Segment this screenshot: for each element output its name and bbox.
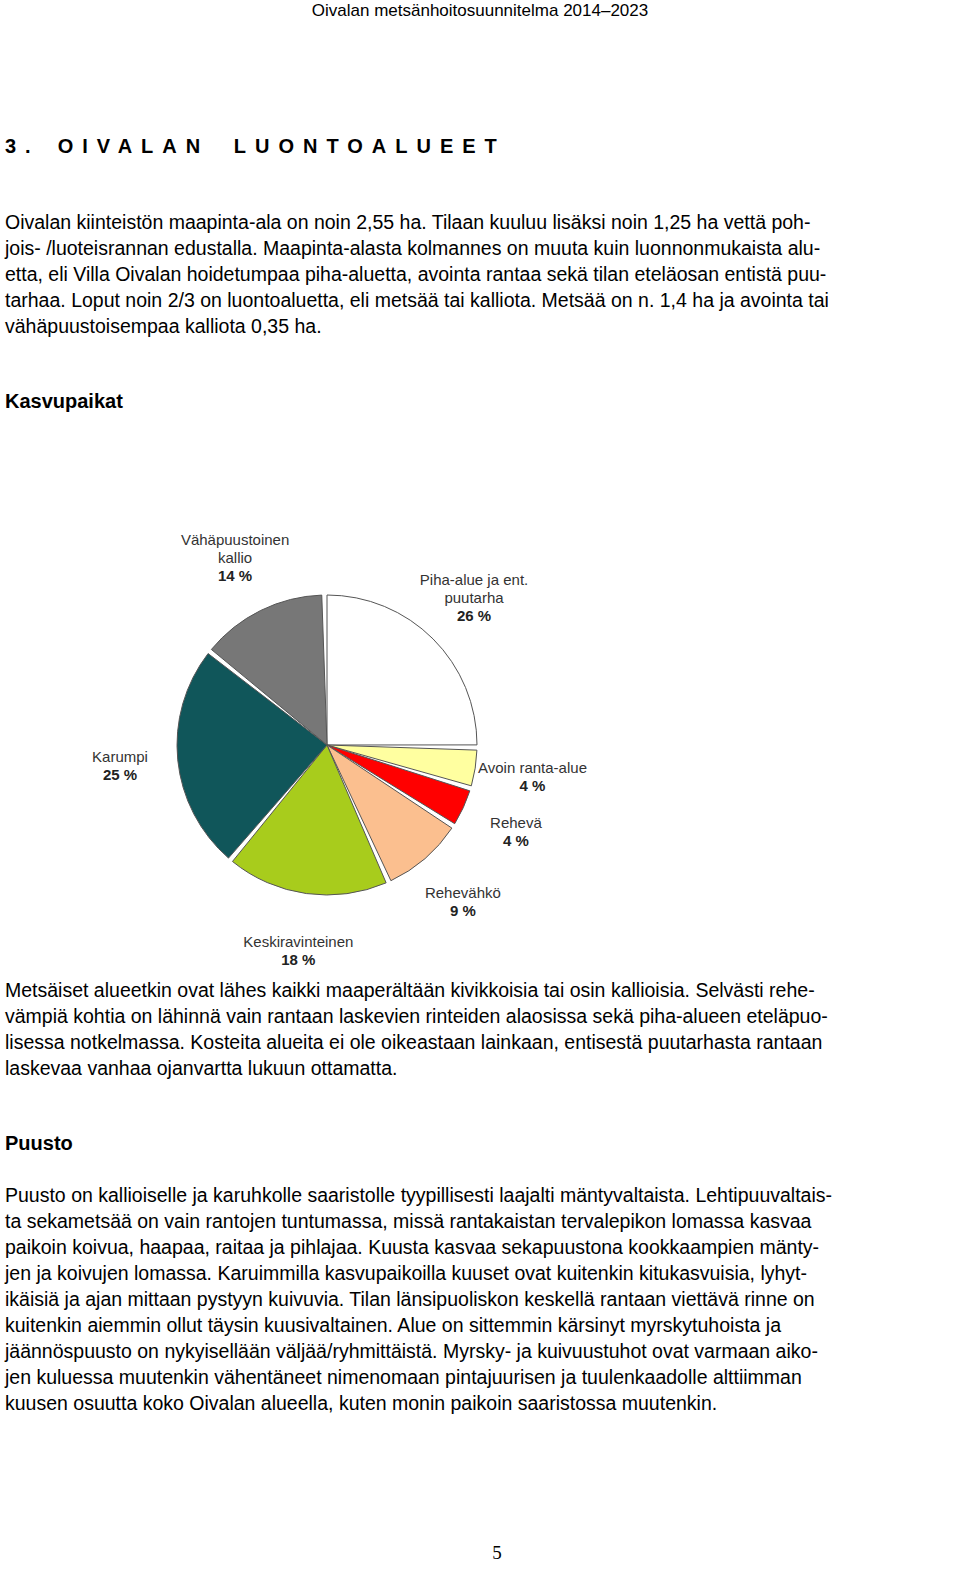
html-text:jäännöspuusto on nykyisellään: jäännöspuusto on nykyisellään väljää/ryh… <box>5 1340 818 1362</box>
html-text:laskevaa vanhaa ojanvartta luk: laskevaa vanhaa ojanvartta lukuun ottama… <box>5 1057 398 1079</box>
html-text:vämpiä kohtia on lähinnä vain: vämpiä kohtia on lähinnä vain rantaan la… <box>5 1005 828 1027</box>
svg-text:Avoin ranta-alue4 %: Avoin ranta-alue4 % <box>478 759 587 794</box>
html-text:Oivalan metsänhoitosuunnitelma: Oivalan metsänhoitosuunnitelma 2014–2023 <box>311 1 649 20</box>
html-text:ta sekametsää on vain rantojen: ta sekametsää on vain rantojen tuntumass… <box>5 1210 812 1232</box>
svg-text:Keskiravinteinen18 %: Keskiravinteinen18 % <box>243 933 353 968</box>
html-text:Kasvupaikat: Kasvupaikat <box>5 390 123 412</box>
svg-text:Rehevähkö9 %: Rehevähkö9 % <box>425 884 501 919</box>
svg-text:Rehevä4 %: Rehevä4 % <box>490 814 542 849</box>
html-text:jen kuluessa muutenkin vähentä: jen kuluessa muutenkin vähentäneet nimen… <box>5 1366 802 1388</box>
html-text:ikäisiä ja ajan mittaan pystyy: ikäisiä ja ajan mittaan pystyyn kuivuvia… <box>5 1288 815 1310</box>
html-text:jois- /luoteisrannan edustalla: jois- /luoteisrannan edustalla. Maapinta… <box>5 237 821 259</box>
html-text:kuusen osuutta koko Oivalan al: kuusen osuutta koko Oivalan alueella, ku… <box>5 1392 718 1414</box>
html-text:Puusto on kallioiselle ja karu: Puusto on kallioiselle ja karuhkolle saa… <box>5 1184 832 1206</box>
html-text:kuitenkin aiemmin ollut täysin: kuitenkin aiemmin ollut täysin kuusivalt… <box>5 1314 781 1336</box>
svg-text:Vähäpuustoinenkallio14 %: Vähäpuustoinenkallio14 % <box>181 531 289 584</box>
html-text:paikoin koivua, haapaa, raitaa: paikoin koivua, haapaa, raitaa ja pihlaj… <box>5 1236 820 1258</box>
html-text:3.: 3. <box>5 135 40 157</box>
html-text:OIVALAN LUONTOALUEET: OIVALAN LUONTOALUEET <box>57 135 506 157</box>
html-text:Oivalan kiinteistön maapinta-a: Oivalan kiinteistön maapinta-ala on noin… <box>5 211 811 233</box>
html-text:etta, eli Villa Oivalan hoidet: etta, eli Villa Oivalan hoidetumpaa piha… <box>5 263 827 285</box>
html-text:Puusto: Puusto <box>5 1132 73 1154</box>
html-text:vähäpuustoisempaa kalliota 0,3: vähäpuustoisempaa kalliota 0,35 ha. <box>5 315 322 337</box>
svg-text:Piha-alue ja ent.puutarha26 %: Piha-alue ja ent.puutarha26 % <box>420 571 528 624</box>
html-text:5: 5 <box>492 1542 502 1563</box>
html-text:Metsäiset alueetkin ovat lähes: Metsäiset alueetkin ovat lähes kaikki ma… <box>5 979 815 1001</box>
html-text:lisessa notkelmassa. Kosteita: lisessa notkelmassa. Kosteita alueita ei… <box>5 1031 823 1053</box>
html-text:jen ja koivujen lomassa. Karui: jen ja koivujen lomassa. Karuimmilla kas… <box>5 1262 807 1284</box>
html-text:tarhaa. Loput noin 2/3 on luon: tarhaa. Loput noin 2/3 on luontoaluetta,… <box>5 289 829 311</box>
svg-text:Karumpi25 %: Karumpi25 % <box>92 748 148 783</box>
